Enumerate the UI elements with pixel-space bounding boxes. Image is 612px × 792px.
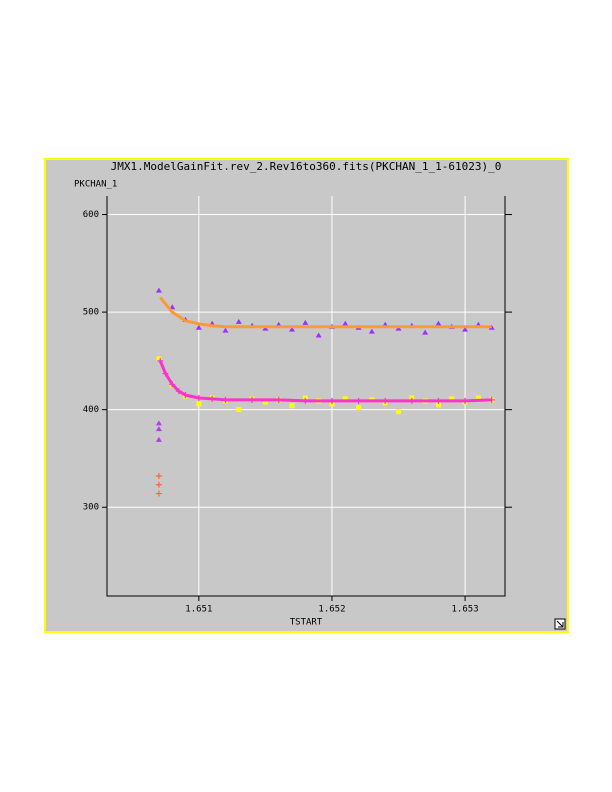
- point: [356, 405, 362, 411]
- resize-icon[interactable]: [554, 618, 566, 630]
- point: [289, 326, 296, 332]
- point: [155, 436, 162, 442]
- point: [169, 381, 176, 388]
- point: [302, 319, 309, 325]
- axis-frame: [106, 196, 506, 597]
- y-tick-label: 500: [83, 308, 99, 318]
- point: [262, 399, 268, 405]
- point: [175, 388, 182, 395]
- point: [155, 287, 162, 293]
- point: [155, 481, 162, 488]
- y-tick-label: 600: [83, 210, 99, 220]
- point: [462, 397, 469, 404]
- point: [222, 396, 229, 403]
- y-axis-label: PKCHAN_1: [74, 180, 117, 190]
- fit-line: [158, 360, 492, 403]
- point: [408, 397, 415, 404]
- point: [342, 320, 349, 326]
- point: [155, 420, 162, 426]
- x-tick-label: 1.651: [185, 605, 212, 615]
- point: [315, 332, 322, 338]
- point: [328, 397, 335, 404]
- point: [368, 328, 375, 334]
- point: [289, 403, 295, 409]
- point: [435, 320, 442, 326]
- point: [156, 356, 162, 362]
- point: [302, 397, 309, 404]
- point: [222, 327, 229, 333]
- point: [155, 426, 162, 432]
- point: [355, 397, 362, 404]
- y-tick-label: 400: [83, 405, 99, 415]
- point: [422, 329, 429, 335]
- point: [155, 473, 162, 479]
- point: [196, 401, 202, 407]
- chart-title: JMX1.ModelGainFit.rev_2.Rev16to360.fits(…: [111, 160, 502, 173]
- point: [162, 370, 169, 377]
- point: [435, 402, 441, 408]
- x-tick-label: 1.653: [452, 605, 479, 615]
- point: [209, 395, 216, 402]
- point: [235, 318, 242, 324]
- point: [396, 409, 402, 415]
- point: [435, 397, 442, 404]
- point: [249, 396, 256, 403]
- point: [342, 396, 348, 402]
- x-axis-label: TSTART: [290, 618, 323, 628]
- point: [182, 392, 189, 399]
- point: [236, 407, 242, 413]
- point: [462, 326, 469, 332]
- point: [475, 395, 481, 401]
- point: [449, 396, 455, 402]
- y-tick-label: 300: [83, 503, 99, 513]
- point: [275, 396, 282, 403]
- point: [155, 490, 162, 497]
- x-tick-label: 1.652: [318, 605, 345, 615]
- point: [195, 324, 202, 330]
- fit-line: [159, 296, 492, 329]
- point: [382, 397, 389, 404]
- point: [195, 394, 202, 401]
- point: [157, 357, 164, 364]
- point: [488, 396, 495, 403]
